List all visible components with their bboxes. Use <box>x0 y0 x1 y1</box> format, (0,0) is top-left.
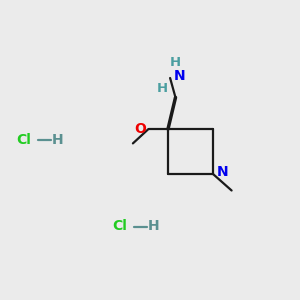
Text: Cl: Cl <box>16 133 32 146</box>
Text: N: N <box>217 166 228 179</box>
Text: N: N <box>174 70 185 83</box>
Text: Cl: Cl <box>112 220 128 233</box>
Text: H: H <box>52 133 64 146</box>
Text: H: H <box>170 56 181 69</box>
Text: H: H <box>157 82 168 94</box>
Text: O: O <box>134 122 146 136</box>
Text: H: H <box>148 220 160 233</box>
